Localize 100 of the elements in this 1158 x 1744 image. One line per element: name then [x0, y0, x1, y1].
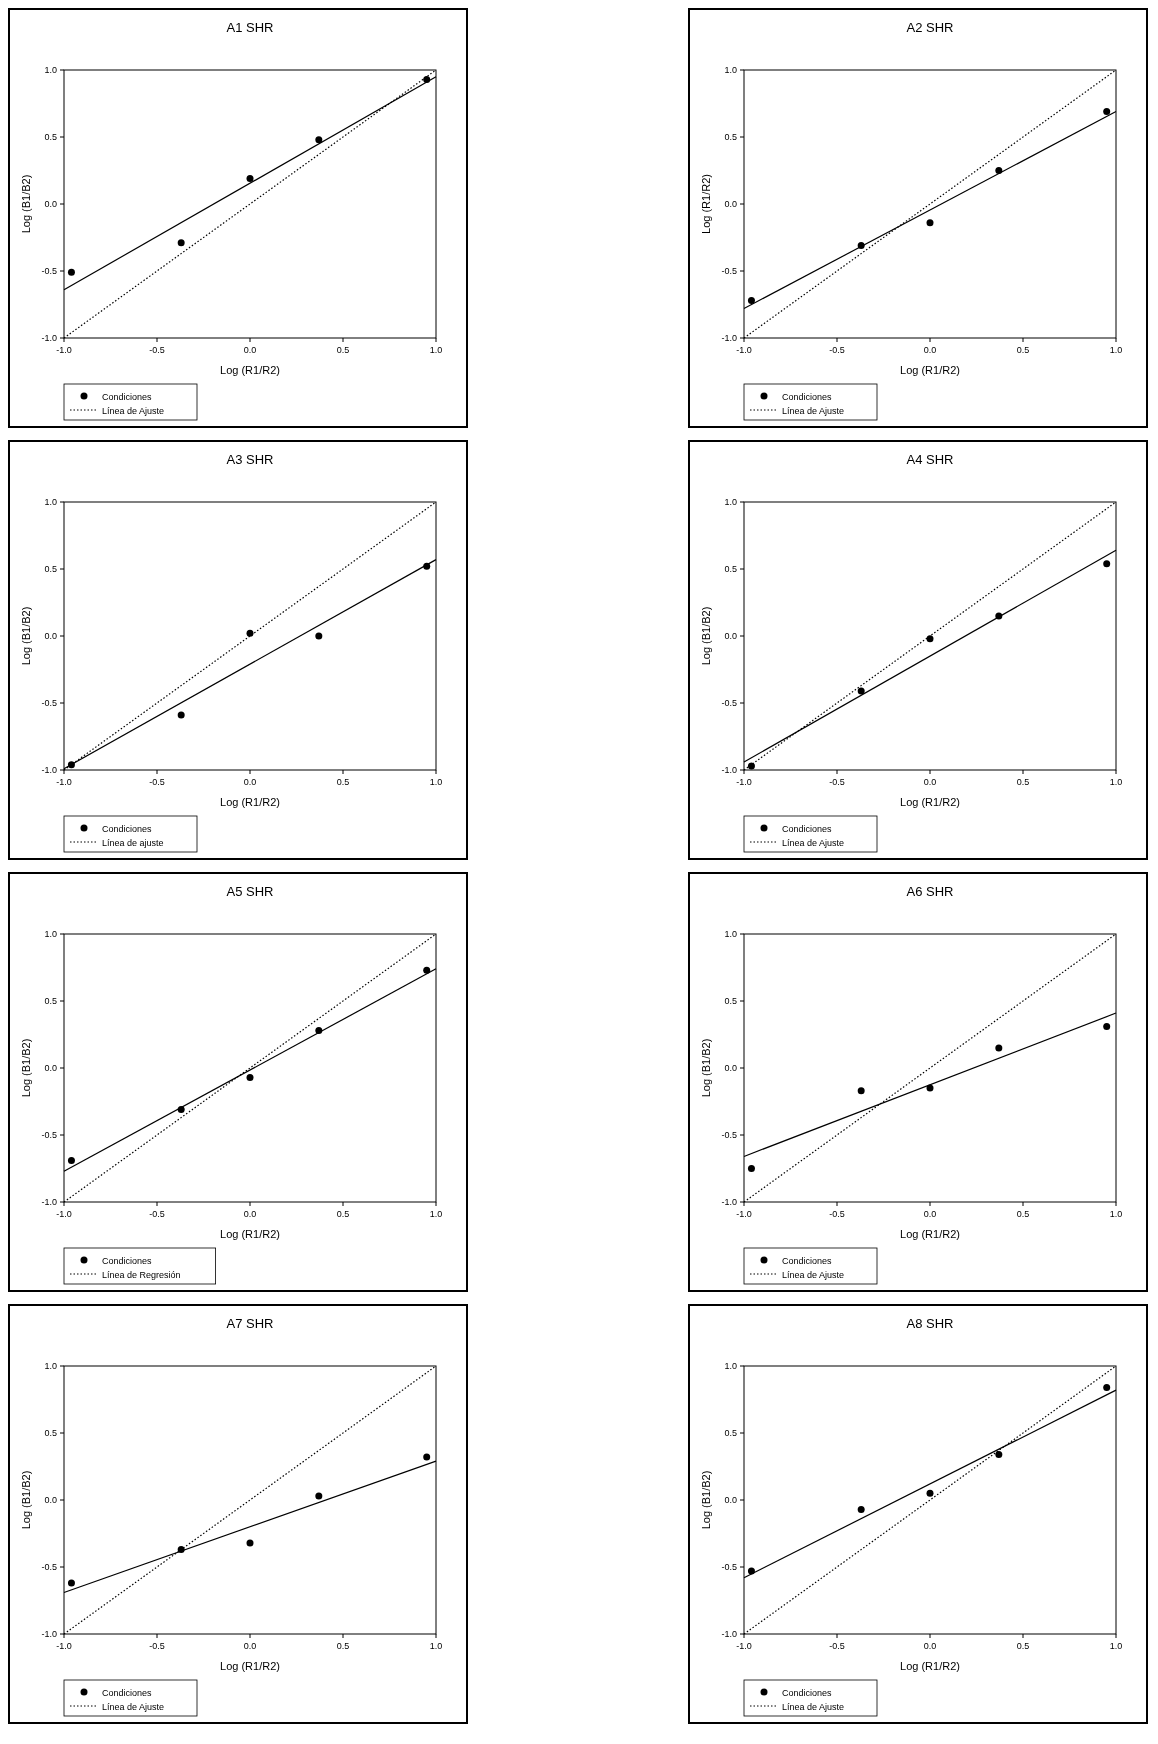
point: [1103, 1022, 1111, 1030]
x-tick-label: -1.0: [736, 777, 752, 787]
x-tick-label: 0.0: [243, 777, 257, 787]
y-tick-label: 0.5: [724, 564, 737, 574]
x-tick-label: -0.5: [149, 777, 165, 787]
legend-label: Condiciones: [782, 823, 833, 834]
chart-title: A1 SHR: [226, 20, 274, 35]
x-tick-label: 0.5: [1016, 1209, 1030, 1219]
point: [67, 1579, 75, 1587]
y-tick-label: 1.0: [724, 929, 737, 939]
point: [857, 687, 865, 695]
x-tick-label: 0.0: [923, 777, 937, 787]
point: [747, 296, 755, 304]
point: [246, 175, 254, 183]
y-tick-label: 0.0: [44, 199, 57, 209]
y-tick-label: 1.0: [44, 497, 57, 507]
y-tick-label: 1.0: [44, 929, 57, 939]
x-tick-label: 1.0: [1109, 1209, 1123, 1219]
x-tick-label: 1.0: [1109, 777, 1123, 787]
x-tick-label: 1.0: [1109, 1641, 1123, 1651]
x-tick-label: -1.0: [56, 1209, 72, 1219]
legend-label: Condiciones: [102, 1255, 153, 1266]
x-tick-label: 1.0: [429, 1641, 443, 1651]
x-tick-label: 0.5: [1016, 345, 1030, 355]
x-tick-label: 0.0: [243, 1641, 257, 1651]
y-axis-title: Log (B1/B2): [20, 174, 32, 234]
y-tick-label: 0.5: [724, 132, 737, 142]
y-tick-label: 0.5: [44, 996, 57, 1006]
point: [926, 219, 934, 227]
chart-title: A2 SHR: [906, 20, 954, 35]
y-tick-label: -0.5: [721, 1562, 737, 1572]
y-tick-label: 0.5: [44, 1428, 57, 1438]
x-tick-label: 1.0: [429, 777, 443, 787]
x-tick-label: 0.5: [336, 777, 350, 787]
y-tick-label: -1.0: [41, 333, 57, 343]
point: [67, 1156, 75, 1164]
x-tick-label: 0.0: [923, 1641, 937, 1651]
y-tick-label: 0.0: [44, 1495, 57, 1505]
point: [995, 1044, 1003, 1052]
chart-title: A6 SHR: [906, 884, 954, 899]
y-axis-title: Log (R1/R2): [700, 174, 712, 234]
x-axis-title: Log (R1/R2): [220, 1660, 280, 1672]
point: [857, 1505, 865, 1513]
legend-label: Línea de Ajuste: [782, 837, 845, 848]
y-axis-title: Log (B1/B2): [20, 1038, 32, 1098]
legend-label: Línea de Ajuste: [102, 405, 165, 416]
point: [995, 167, 1003, 174]
y-tick-label: -1.0: [41, 765, 57, 775]
legend-label: Condiciones: [102, 391, 153, 402]
point: [67, 268, 75, 276]
y-tick-label: 0.5: [724, 1428, 737, 1438]
y-tick-label: -1.0: [721, 1197, 737, 1207]
point: [423, 966, 431, 974]
x-tick-label: 0.0: [243, 1209, 257, 1219]
x-tick-label: -0.5: [829, 1641, 845, 1651]
chart-title: A4 SHR: [906, 452, 954, 467]
point: [1103, 560, 1111, 568]
point: [177, 711, 185, 719]
x-tick-label: 0.5: [336, 1641, 350, 1651]
x-tick-label: 0.0: [243, 345, 257, 355]
legend-label: Línea de Ajuste: [782, 1701, 845, 1712]
y-tick-label: 1.0: [724, 497, 737, 507]
y-tick-label: -0.5: [721, 1130, 737, 1140]
y-tick-label: 0.5: [44, 132, 57, 142]
y-tick-label: 1.0: [44, 1361, 57, 1371]
point: [423, 1453, 431, 1461]
point: [177, 239, 185, 247]
x-tick-label: 0.5: [1016, 777, 1030, 787]
legend-label: Línea de Ajuste: [782, 1269, 845, 1280]
x-axis-title: Log (R1/R2): [220, 796, 280, 808]
point: [246, 1539, 254, 1547]
y-tick-label: 1.0: [724, 65, 737, 75]
y-tick-label: -1.0: [41, 1629, 57, 1639]
legend-label: Condiciones: [782, 1255, 833, 1266]
x-axis-title: Log (R1/R2): [220, 1228, 280, 1240]
y-tick-label: 0.0: [724, 1495, 737, 1505]
point: [1103, 108, 1111, 116]
y-tick-label: 1.0: [724, 1361, 737, 1371]
y-tick-label: 0.0: [44, 631, 57, 641]
point: [857, 1087, 865, 1095]
y-tick-label: -1.0: [721, 1629, 737, 1639]
y-tick-label: -0.5: [41, 698, 57, 708]
y-axis-title: Log (B1/B2): [20, 606, 32, 666]
y-tick-label: 0.0: [724, 199, 737, 209]
legend-label: Línea de Ajuste: [782, 405, 845, 416]
y-tick-label: 0.5: [44, 564, 57, 574]
x-tick-label: 0.5: [336, 1209, 350, 1219]
point: [246, 1073, 254, 1081]
y-axis-title: Log (B1/B2): [20, 1470, 32, 1530]
legend-label: Condiciones: [782, 1687, 833, 1698]
x-tick-label: 1.0: [429, 345, 443, 355]
chart-title: A8 SHR: [906, 1316, 954, 1331]
x-tick-label: -0.5: [149, 1641, 165, 1651]
y-tick-label: 0.0: [44, 1063, 57, 1073]
y-tick-label: 0.0: [724, 1063, 737, 1073]
y-tick-label: 0.0: [724, 631, 737, 641]
y-axis-title: Log (B1/B2): [700, 1470, 712, 1530]
x-tick-label: -0.5: [149, 345, 165, 355]
y-tick-label: -1.0: [721, 765, 737, 775]
x-tick-label: -1.0: [56, 777, 72, 787]
